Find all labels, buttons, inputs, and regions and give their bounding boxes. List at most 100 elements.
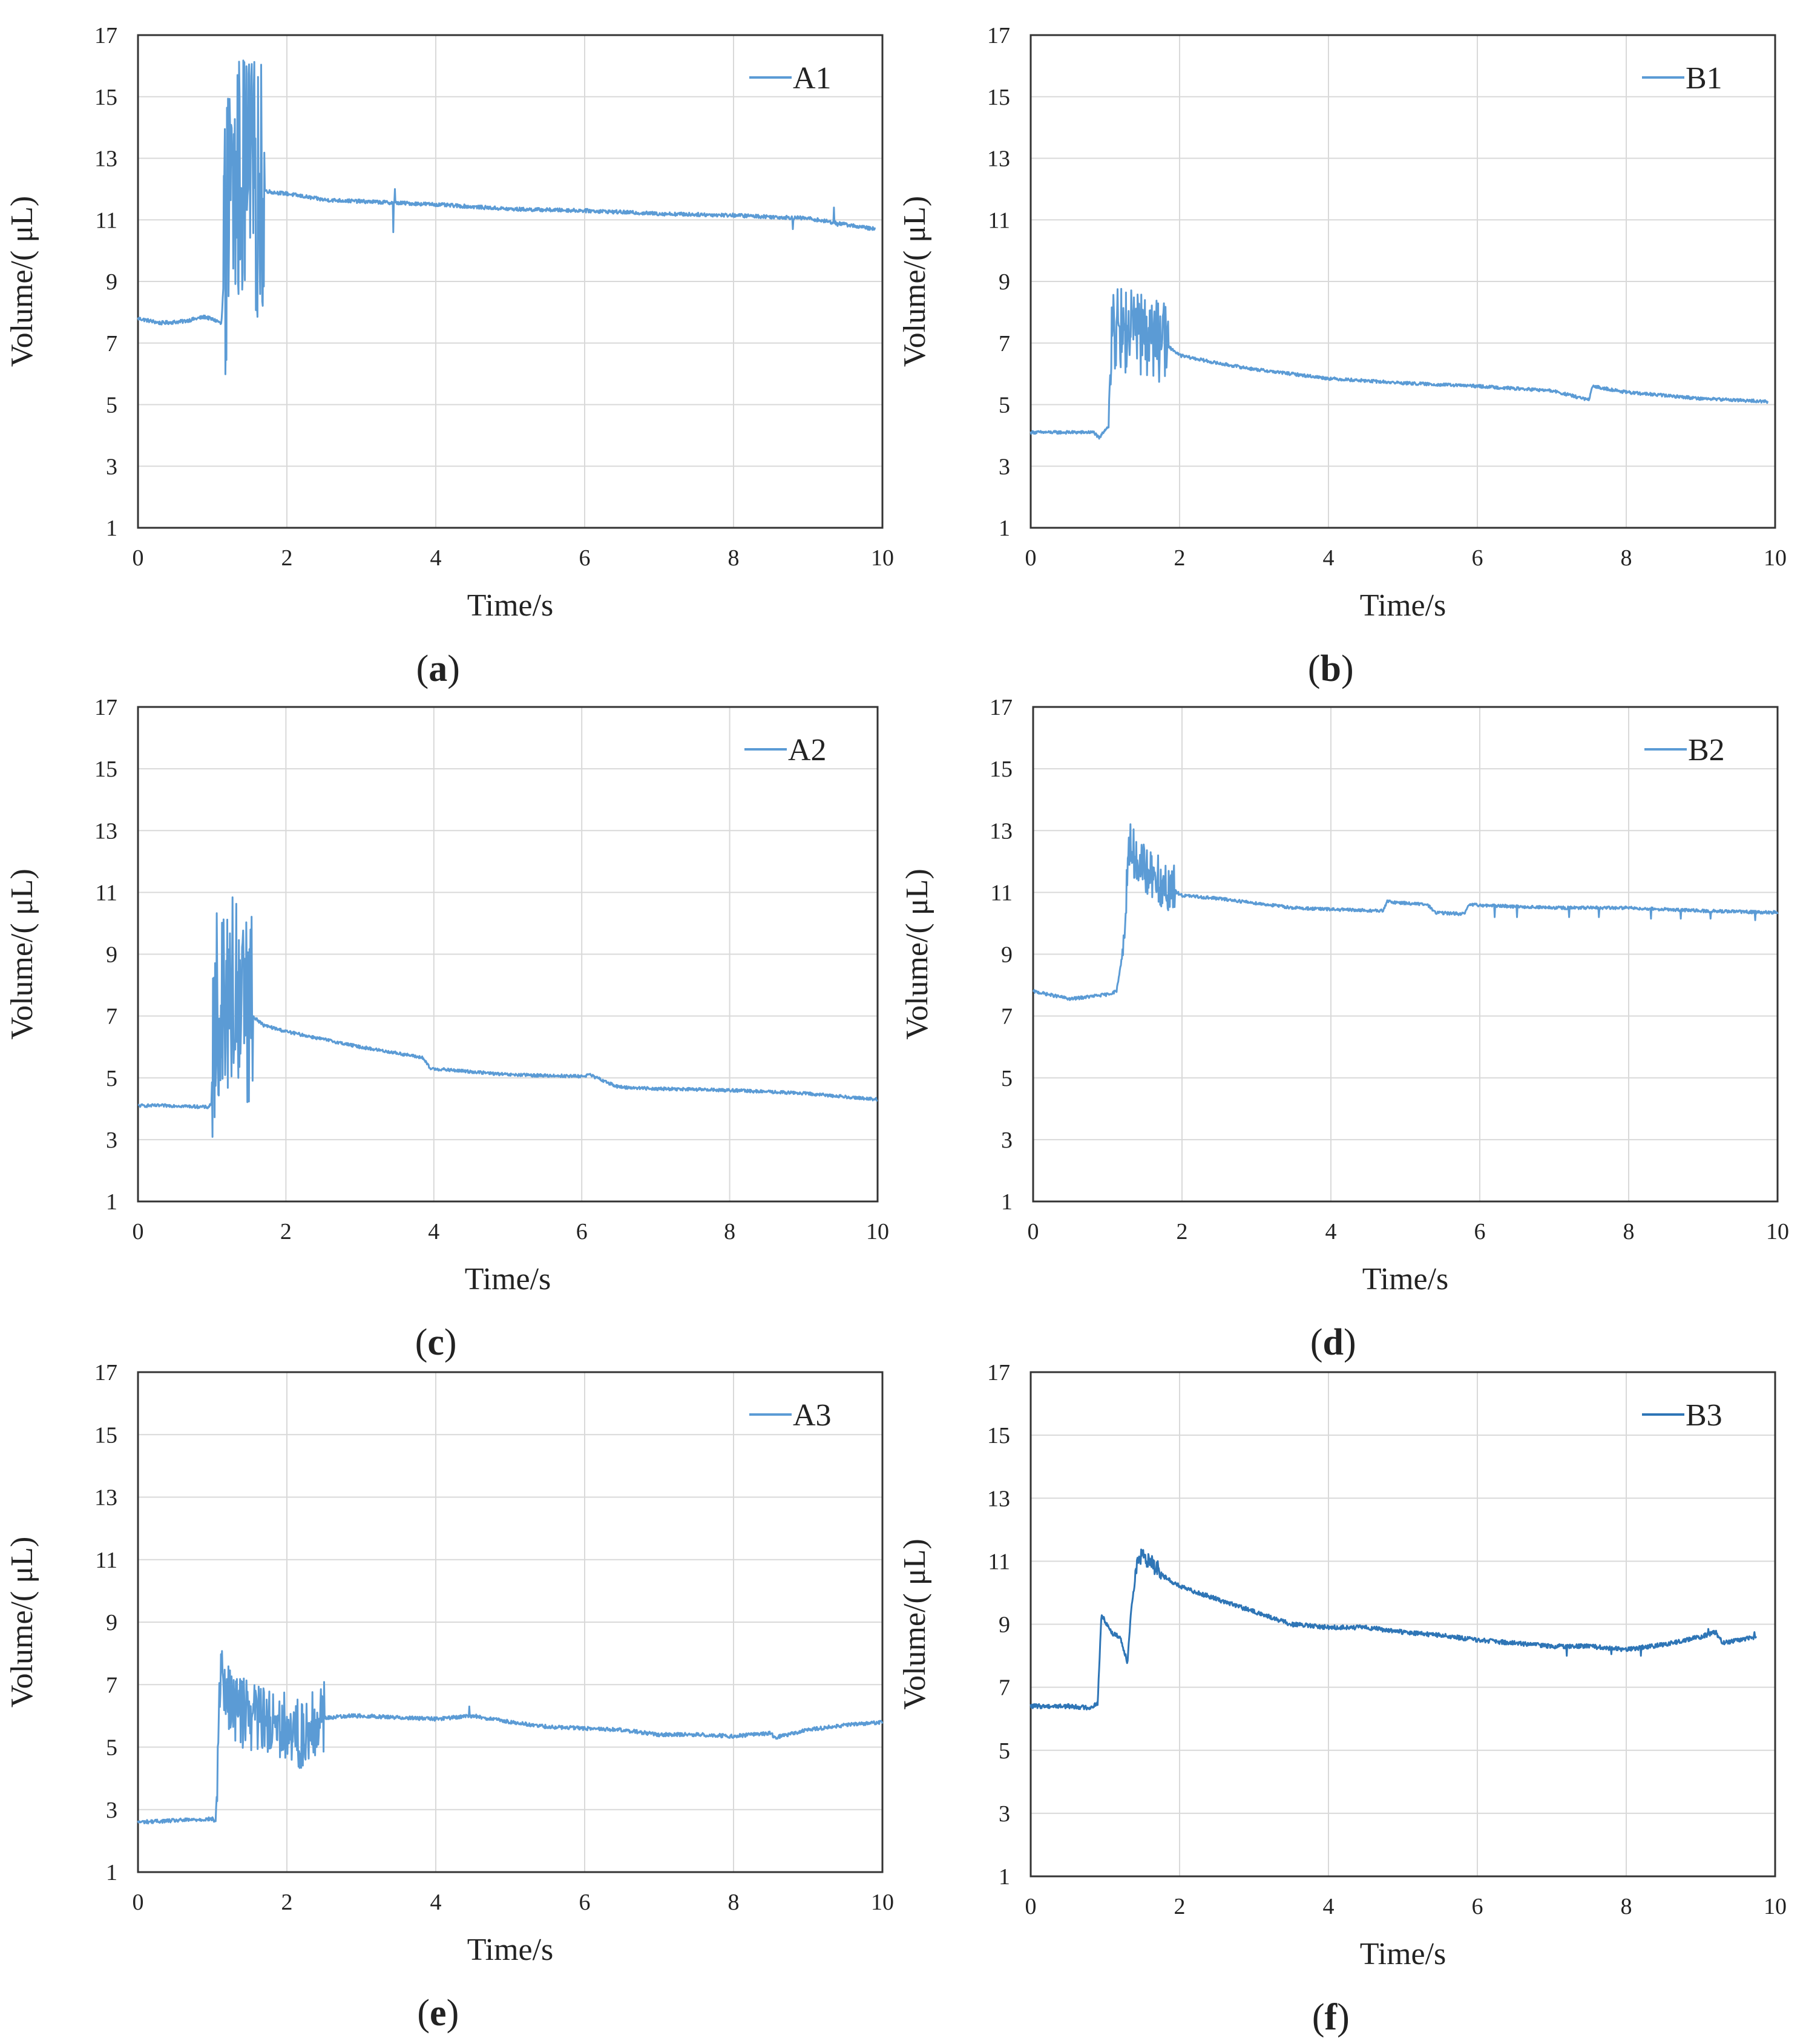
x-axis-label: Time/s [1360, 588, 1446, 623]
y-tick-label: 13 [94, 818, 117, 844]
x-tick-label: 10 [1766, 1219, 1789, 1244]
plot-area [137, 34, 884, 529]
legend-label: B2 [1688, 733, 1725, 767]
y-tick-label: 1 [1001, 1189, 1013, 1215]
y-tick-label: 13 [94, 146, 117, 172]
series-line-b1 [1029, 288, 1769, 440]
y-tick-label: 3 [1001, 1128, 1013, 1153]
y-tick-label: 9 [106, 269, 117, 295]
y-tick-label: 11 [95, 880, 117, 905]
series-line-b3 [1029, 1548, 1758, 1710]
x-tick-label: 10 [871, 545, 894, 571]
y-tick-label: 7 [106, 1004, 117, 1030]
x-tick-label: 4 [1323, 545, 1335, 571]
x-tick-label: 10 [866, 1219, 889, 1244]
x-tick-label: 6 [576, 1219, 588, 1244]
panel-caption: (e) [417, 1993, 459, 2034]
y-tick-label: 5 [106, 1735, 117, 1761]
y-tick-label: 17 [987, 1360, 1010, 1385]
x-tick-label: 6 [1472, 1894, 1483, 1919]
y-tick-label: 11 [988, 208, 1010, 233]
x-tick-label: 4 [1325, 1219, 1337, 1244]
x-tick-label: 6 [579, 1890, 591, 1915]
legend-label: A2 [788, 733, 827, 767]
y-tick-label: 13 [94, 1485, 117, 1511]
y-tick-label: 9 [106, 1610, 117, 1635]
x-tick-label: 0 [1028, 1219, 1039, 1244]
y-tick-label: 17 [94, 23, 117, 48]
series-line-a1 [137, 59, 876, 375]
x-tick-label: 4 [430, 545, 442, 571]
y-tick-label: 15 [94, 757, 117, 782]
y-tick-label: 1 [999, 516, 1010, 541]
x-tick-label: 10 [871, 1890, 894, 1915]
y-tick-label: 1 [106, 1189, 117, 1215]
x-tick-label: 8 [1623, 1219, 1635, 1244]
y-tick-label: 17 [987, 23, 1010, 48]
y-tick-label: 11 [988, 1549, 1010, 1574]
x-tick-label: 8 [1621, 1894, 1632, 1919]
y-tick-label: 7 [1001, 1004, 1013, 1030]
y-tick-label: 5 [1001, 1066, 1013, 1091]
y-tick-label: 15 [94, 1422, 117, 1448]
x-tick-label: 4 [1323, 1894, 1335, 1919]
y-tick-label: 5 [999, 1738, 1010, 1764]
legend-label: B1 [1686, 61, 1722, 96]
y-tick-label: 17 [990, 695, 1013, 720]
plot-area [1032, 706, 1779, 1203]
y-tick-label: 1 [106, 516, 117, 541]
y-axis-label: Volume/( μL) [5, 196, 39, 367]
legend-label: B3 [1686, 1398, 1722, 1433]
plot-area [137, 706, 879, 1203]
y-tick-label: 5 [999, 393, 1010, 418]
x-axis-label: Time/s [1362, 1262, 1449, 1296]
y-axis-label: Volume/( μL) [5, 1537, 39, 1708]
series-line-a2 [137, 896, 878, 1138]
y-axis-label: Volume/( μL) [898, 1539, 932, 1710]
y-tick-label: 9 [106, 942, 117, 968]
y-tick-label: 9 [999, 269, 1010, 295]
x-tick-label: 2 [1174, 1894, 1186, 1919]
y-tick-label: 3 [999, 454, 1010, 479]
y-tick-label: 3 [106, 1128, 117, 1153]
y-tick-label: 7 [106, 1672, 117, 1698]
y-tick-label: 5 [106, 393, 117, 418]
y-tick-label: 9 [1001, 942, 1013, 968]
x-tick-label: 2 [281, 545, 293, 571]
x-tick-label: 2 [1177, 1219, 1188, 1244]
y-tick-label: 3 [106, 1798, 117, 1823]
y-tick-label: 13 [987, 146, 1010, 172]
x-tick-label: 8 [728, 545, 740, 571]
series-line-a3 [137, 1650, 884, 1825]
x-tick-label: 6 [1472, 545, 1483, 571]
x-tick-label: 8 [728, 1890, 740, 1915]
x-tick-label: 0 [133, 1219, 144, 1244]
y-tick-label: 15 [94, 85, 117, 110]
panel-caption: (f) [1312, 1997, 1350, 2038]
y-tick-label: 1 [999, 1864, 1010, 1890]
x-tick-label: 4 [430, 1890, 442, 1915]
y-tick-label: 15 [990, 757, 1013, 782]
y-tick-label: 1 [106, 1860, 117, 1885]
y-axis-label: Volume/( μL) [898, 196, 932, 367]
y-tick-label: 11 [95, 1548, 117, 1573]
x-tick-label: 10 [1764, 1894, 1787, 1919]
x-tick-label: 2 [1174, 545, 1186, 571]
x-tick-label: 0 [133, 545, 144, 571]
x-tick-label: 2 [281, 1890, 293, 1915]
legend-label: A3 [793, 1398, 832, 1433]
x-tick-label: 2 [280, 1219, 292, 1244]
x-axis-label: Time/s [465, 1262, 551, 1296]
y-tick-label: 5 [106, 1066, 117, 1091]
x-tick-label: 6 [579, 545, 591, 571]
y-tick-label: 17 [94, 695, 117, 720]
series-line-b2 [1032, 823, 1779, 1001]
y-axis-label: Volume/( μL) [900, 869, 934, 1040]
x-tick-label: 0 [133, 1890, 144, 1915]
panel-caption: (c) [415, 1322, 457, 1363]
